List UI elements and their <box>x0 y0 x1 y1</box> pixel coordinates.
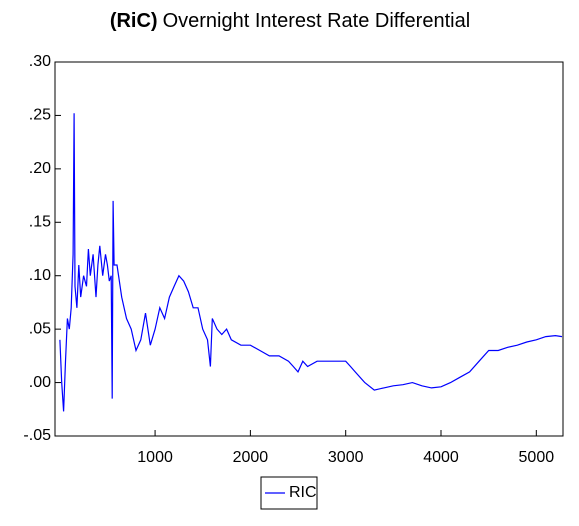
x-tick-label: 5000 <box>519 449 555 466</box>
plot-frame <box>54 61 564 437</box>
y-tick-label: -.05 <box>23 427 51 444</box>
legend-label: RIC <box>289 484 317 501</box>
y-tick-label: .30 <box>29 53 51 70</box>
title-text: Overnight Interest Rate Differential <box>163 10 471 32</box>
x-tick-label: 4000 <box>423 449 459 466</box>
x-tick-label: 3000 <box>328 449 364 466</box>
legend-box <box>260 476 318 510</box>
y-tick-label: .00 <box>29 374 51 391</box>
y-tick-label: .10 <box>29 267 51 284</box>
y-tick-label: .05 <box>29 320 51 337</box>
x-tick-label: 2000 <box>233 449 269 466</box>
y-tick-label: .15 <box>29 214 51 231</box>
x-tick-label: 1000 <box>137 449 173 466</box>
chart-title: (RiC) Overnight Interest Rate Differentia… <box>110 10 470 32</box>
title-prefix: (RiC) <box>110 10 158 32</box>
y-tick-label: .20 <box>29 160 51 177</box>
data-line <box>59 113 563 412</box>
y-tick-label: .25 <box>29 107 51 124</box>
